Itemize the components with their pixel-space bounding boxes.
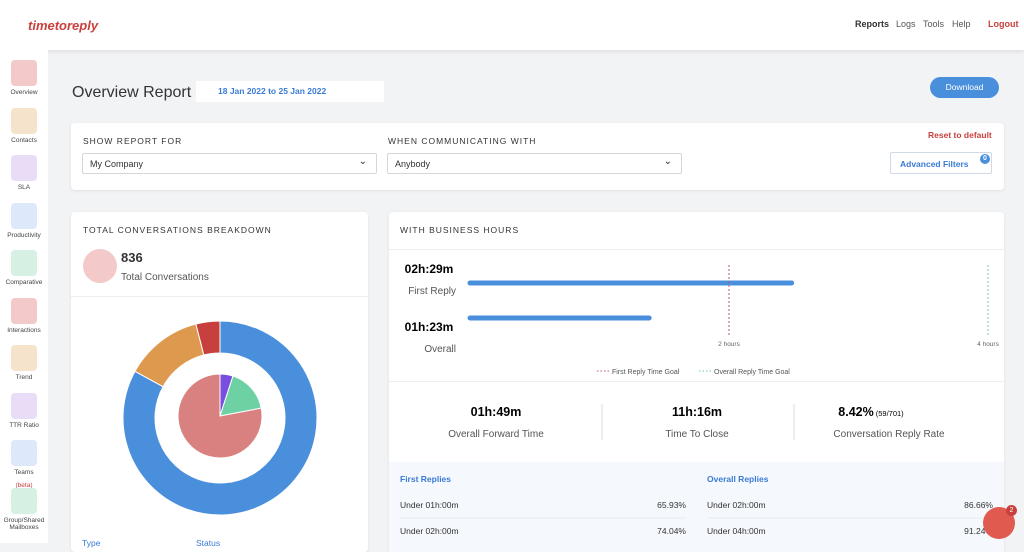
- value-label: 02h:29m: [405, 262, 454, 276]
- date-range[interactable]: 18 Jan 2022 to 25 Jan 2022: [196, 81, 384, 102]
- reset[interactable]: Reset to default: [928, 130, 992, 140]
- nav-badge: (beta): [15, 482, 33, 489]
- advanced-filters[interactable]: Advanced Filters 0: [890, 152, 992, 174]
- nav-icon[interactable]: [11, 297, 37, 324]
- nav-label: Teams: [14, 469, 34, 476]
- logo[interactable]: timetoreply: [28, 18, 99, 33]
- nav-label: Group/Shared Mailboxes: [3, 516, 45, 531]
- category-label: Overall: [424, 344, 456, 355]
- divider: [71, 296, 368, 297]
- value-label: 01h:23m: [405, 320, 454, 334]
- nav-icon[interactable]: [11, 250, 37, 276]
- stat-value-text: 11h:16m: [672, 405, 722, 419]
- nav-label: SLA: [17, 184, 31, 191]
- stat-value-text: 01h:49m: [471, 405, 522, 419]
- nav-icon[interactable]: [11, 107, 37, 134]
- advanced-text: Advanced Filters: [900, 159, 969, 169]
- stat-label: Conversation Reply Rate: [833, 429, 945, 440]
- advanced-count: 0: [980, 154, 990, 164]
- nav-icon[interactable]: [11, 487, 37, 514]
- legend-label: Overall Reply Time Goal: [714, 369, 790, 376]
- nav-icon[interactable]: [11, 345, 37, 371]
- donut-segment: [195, 320, 221, 356]
- divider: [389, 381, 1004, 382]
- stat-detail: (59/701): [876, 409, 904, 418]
- row-label: Under 02h:00m: [707, 500, 766, 510]
- divider: [389, 249, 1004, 250]
- filter-card: SHOW REPORT FOR My Company WHEN COMMUNIC…: [71, 123, 1004, 190]
- total-count: 836: [121, 250, 143, 265]
- x-tick-label: 4 hours: [977, 341, 999, 348]
- category-label: First Reply: [408, 286, 456, 297]
- sidebar: Overview Contacts SLA Productivity Comparati…: [0, 50, 48, 543]
- breakdown-title: TOTAL CONVERSATIONS BREAKDOWN: [83, 225, 272, 235]
- stat-label: Time To Close: [665, 429, 729, 440]
- nav-label: Trend: [15, 374, 33, 381]
- nav-help[interactable]: Help: [952, 19, 971, 29]
- show-select[interactable]: My Company: [82, 151, 377, 174]
- legend-label: First Reply Time Goal: [612, 369, 680, 376]
- page-title: Overview Report: [72, 84, 192, 101]
- show-value: My Company: [90, 159, 144, 169]
- table-title: Overall Replies: [707, 474, 769, 484]
- total-label: Total Conversations: [121, 272, 209, 283]
- download-button[interactable]: Download: [930, 77, 999, 98]
- date-range-text: 18 Jan 2022 to 25 Jan 2022: [218, 86, 327, 96]
- nav-label: Productivity: [7, 231, 41, 239]
- donut-segment: [219, 375, 262, 417]
- row-value: 74.04%: [657, 526, 686, 536]
- row-label: Under 01h:00m: [400, 500, 459, 510]
- nav-logs[interactable]: Logs: [896, 19, 916, 29]
- nav-label: Overview: [10, 89, 38, 96]
- nav-label: Comparative: [5, 279, 43, 286]
- row-value: 65.93%: [657, 500, 686, 510]
- with-value: Anybody: [395, 159, 431, 169]
- nav-icon[interactable]: [11, 60, 37, 86]
- nav-icon[interactable]: [11, 155, 37, 181]
- nav-label: TTR Ratio: [9, 421, 39, 429]
- row-label: Under 02h:00m: [400, 526, 459, 536]
- stat-value-text: 8.42%: [838, 405, 873, 419]
- donut-segment: [122, 320, 318, 516]
- row-value: 86.66%: [964, 500, 993, 510]
- donut-segment: [134, 323, 205, 388]
- table-bg: [389, 462, 1004, 552]
- row-label: Under 04h:00m: [707, 526, 766, 536]
- show-label: SHOW REPORT FOR: [83, 136, 183, 146]
- business-title: WITH BUSINESS HOURS: [400, 225, 520, 235]
- business-card: WITH BUSINESS HOURS: [389, 212, 1004, 552]
- nav-icon[interactable]: [11, 202, 37, 229]
- stat-value: 8.42% (59/701): [838, 405, 904, 419]
- nav-tools[interactable]: Tools: [923, 19, 945, 29]
- nav-label: Interactions: [7, 326, 41, 334]
- nav-icon[interactable]: [11, 440, 37, 466]
- row-value: 91.24%: [964, 526, 993, 536]
- nav-reports[interactable]: Reports: [855, 19, 890, 29]
- nav-label: Contacts: [11, 136, 37, 144]
- breakdown-icon: [83, 249, 117, 283]
- x-tick-label: 2 hours: [718, 341, 740, 348]
- header: timetoreply Reports Logs Tools Help Logo…: [0, 0, 1024, 50]
- stat-value: 11h:16m: [672, 405, 722, 419]
- nav-icon[interactable]: [11, 392, 37, 419]
- logout[interactable]: Logout: [988, 19, 1019, 29]
- donut-segment: [177, 373, 263, 459]
- table-title: First Replies: [400, 474, 451, 484]
- chat-badge: 2: [1006, 505, 1017, 516]
- with-label: WHEN COMMUNICATING WITH: [388, 136, 537, 146]
- stat-label: Overall Forward Time: [448, 429, 544, 440]
- stat-value: 01h:49m: [471, 405, 522, 419]
- with-select[interactable]: Anybody: [387, 151, 682, 174]
